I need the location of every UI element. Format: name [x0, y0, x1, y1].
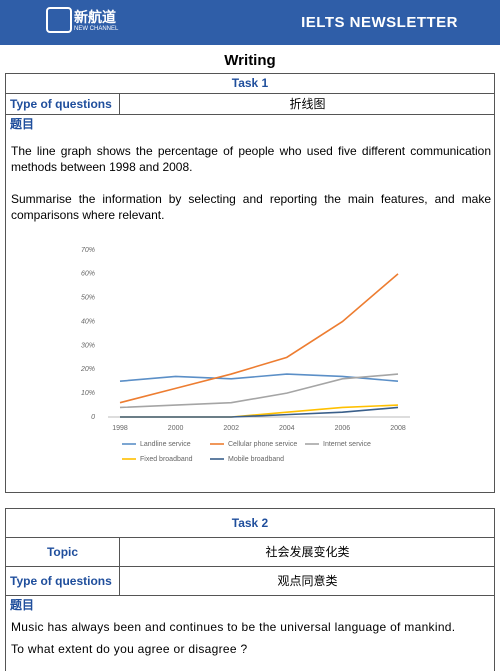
x-tick-label: 1998	[112, 425, 128, 432]
section-title: Writing	[224, 52, 276, 69]
type-value: 观点同意类	[277, 574, 338, 588]
legend-label: Fixed broadband	[140, 456, 193, 463]
series-line	[119, 373, 399, 409]
x-tick-label: 2008	[390, 425, 406, 432]
task1-box	[5, 73, 495, 493]
legend-label: Landline service	[140, 441, 191, 448]
paragraph: The line graph shows the percentage of p…	[11, 144, 491, 174]
y-tick-label: 70%	[81, 247, 95, 254]
newsletter-title: IELTS NEWSLETTER	[301, 14, 458, 31]
task1-title: Task 1	[231, 76, 269, 90]
logo-icon	[46, 7, 72, 33]
divider	[119, 93, 120, 114]
y-tick-label: 40%	[81, 318, 95, 325]
x-tick-label: 2004	[279, 425, 295, 432]
divider	[5, 114, 495, 115]
y-tick-label: 60%	[81, 271, 95, 278]
y-tick-label: 20%	[80, 366, 95, 373]
y-tick-label: 50%	[81, 295, 95, 302]
y-tick-label: 10%	[81, 390, 95, 397]
task2-box	[5, 508, 495, 671]
type-label: Type of questions	[10, 96, 112, 111]
divider	[5, 595, 495, 596]
task1-prompt: The line graph shows the percentage of p…	[11, 143, 491, 223]
divider	[5, 537, 495, 538]
x-tick-label: 2002	[223, 425, 239, 432]
paragraph: To what extent do you agree or disagree …	[11, 642, 248, 656]
paragraph: Music has always been and continues to b…	[11, 620, 456, 634]
y-tick-label: 0	[91, 414, 95, 421]
logo-en: NEW CHANNEL	[74, 26, 119, 32]
type-label: Type of questions	[10, 573, 112, 588]
legend-label: Mobile broadband	[228, 456, 284, 463]
paragraph: Summarise the information by selecting a…	[11, 192, 491, 222]
divider	[5, 566, 495, 567]
task2-prompt: Music has always been and continues to b…	[11, 616, 491, 660]
logo-cn: 新航道	[74, 9, 116, 25]
task2-title: Task 2	[231, 515, 269, 530]
legend-label: Cellular phone service	[228, 441, 297, 448]
topic-label: Topic	[46, 544, 79, 559]
type-value: 折线图	[289, 97, 326, 111]
legend-label: Internet service	[323, 441, 371, 448]
divider	[5, 93, 495, 94]
prompt-label: 题目	[10, 597, 35, 612]
x-tick-label: 2000	[168, 425, 184, 432]
x-tick-label: 2006	[335, 425, 351, 432]
series-line	[120, 406, 399, 418]
header-bar: 新航道 NEW CHANNEL IELTS NEWSLETTER	[0, 0, 500, 45]
series-line	[119, 273, 399, 404]
y-tick-label: 30%	[81, 342, 95, 349]
topic-value: 社会发展变化类	[265, 545, 350, 559]
chart: 0 10% 20% 30% 40% 50% 60% 70% 1998 2000 2002 2004 20…	[80, 247, 410, 463]
prompt-label: 题目	[10, 116, 35, 131]
